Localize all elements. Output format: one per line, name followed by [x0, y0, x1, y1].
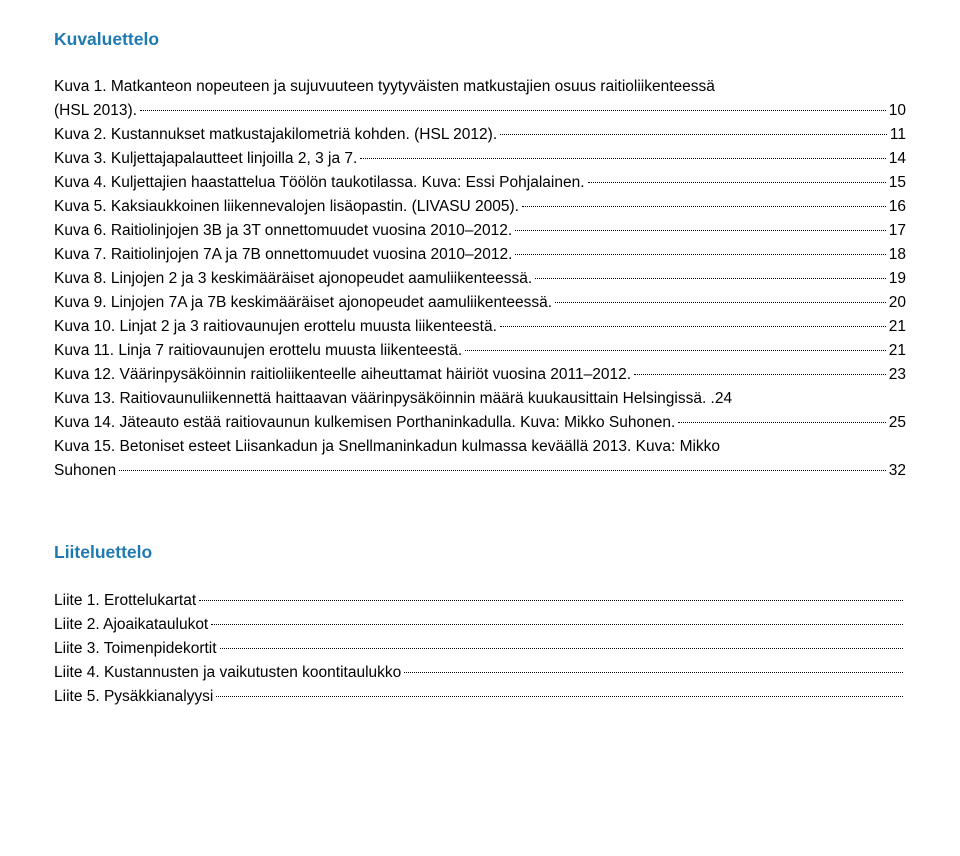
attachments-list: Liite 1. ErottelukartatLiite 2. Ajoaikat… — [54, 589, 906, 709]
figure-entry-page: 10 — [889, 99, 906, 123]
figure-entry-page: 19 — [889, 267, 906, 291]
attachment-entry-text: Liite 4. Kustannusten ja vaikutusten koo… — [54, 661, 401, 685]
figure-entry-text: Kuva 7. Raitiolinjojen 7A ja 7B onnettom… — [54, 243, 512, 267]
leader-dots — [588, 182, 886, 183]
figure-entry: Kuva 6. Raitiolinjojen 3B ja 3T onnettom… — [54, 219, 906, 243]
figure-entry-text: Kuva 4. Kuljettajien haastattelua Töölön… — [54, 171, 585, 195]
figure-entry-text: Kuva 10. Linjat 2 ja 3 raitiovaunujen er… — [54, 315, 497, 339]
figure-entry-page: 17 — [889, 219, 906, 243]
figure-entry: Kuva 12. Väärinpysäköinnin raitioliikent… — [54, 363, 906, 387]
figure-entry-text: Kuva 8. Linjojen 2 ja 3 keskimääräiset a… — [54, 267, 532, 291]
figure-entry: Kuva 13. Raitiovaunuliikennettä haittaav… — [54, 387, 906, 411]
leader-dots — [678, 422, 886, 423]
figure-entry-text: Kuva 1. Matkanteon nopeuteen ja sujuvuut… — [54, 75, 715, 99]
figure-entry-page: 23 — [889, 363, 906, 387]
figure-entry-text: Kuva 6. Raitiolinjojen 3B ja 3T onnettom… — [54, 219, 512, 243]
figure-entry: Kuva 14. Jäteauto estää raitiovaunun kul… — [54, 411, 906, 435]
figure-entry-page: 32 — [889, 459, 906, 483]
leader-dots — [555, 302, 886, 303]
attachment-entry: Liite 1. Erottelukartat — [54, 589, 906, 613]
figure-entry-text: Kuva 11. Linja 7 raitiovaunujen erottelu… — [54, 339, 462, 363]
figure-entry-text: (HSL 2013). — [54, 99, 137, 123]
figure-entry-page: 21 — [889, 315, 906, 339]
figure-entry: Kuva 11. Linja 7 raitiovaunujen erottelu… — [54, 339, 906, 363]
figure-entry: Kuva 2. Kustannukset matkustajakilometri… — [54, 123, 906, 147]
leader-dots — [199, 600, 903, 601]
figure-entry-text: Kuva 2. Kustannukset matkustajakilometri… — [54, 123, 497, 147]
figure-entry: Kuva 1. Matkanteon nopeuteen ja sujuvuut… — [54, 75, 906, 99]
leader-dots — [522, 206, 886, 207]
figure-entry: Kuva 8. Linjojen 2 ja 3 keskimääräiset a… — [54, 267, 906, 291]
figure-entry-continuation: (HSL 2013). 10 — [54, 99, 906, 123]
leader-dots — [119, 470, 886, 471]
leader-dots — [465, 350, 886, 351]
figure-entry-page: 20 — [889, 291, 906, 315]
figures-list: Kuva 1. Matkanteon nopeuteen ja sujuvuut… — [54, 75, 906, 483]
figure-entry-text: Kuva 5. Kaksiaukkoinen liikennevalojen l… — [54, 195, 519, 219]
leader-dots — [500, 326, 886, 327]
attachment-entry-text: Liite 3. Toimenpidekortit — [54, 637, 217, 661]
attachment-entry: Liite 5. Pysäkkianalyysi — [54, 685, 906, 709]
leader-dots — [535, 278, 886, 279]
figure-entry-page: 11 — [890, 123, 906, 147]
leader-dots — [404, 672, 903, 673]
leader-dots — [220, 648, 903, 649]
section-gap — [54, 483, 906, 539]
attachment-entry-text: Liite 1. Erottelukartat — [54, 589, 196, 613]
figure-entry: Kuva 7. Raitiolinjojen 7A ja 7B onnettom… — [54, 243, 906, 267]
attachment-entry-text: Liite 2. Ajoaikataulukot — [54, 613, 208, 637]
figures-heading: Kuvaluettelo — [54, 26, 906, 53]
leader-dots — [140, 110, 886, 111]
figure-entry-continuation: Suhonen 32 — [54, 459, 906, 483]
figure-entry: Kuva 9. Linjojen 7A ja 7B keskimääräiset… — [54, 291, 906, 315]
figure-entry-text: Kuva 15. Betoniset esteet Liisankadun ja… — [54, 435, 720, 459]
figure-entry-page: 15 — [889, 171, 906, 195]
attachment-entry: Liite 4. Kustannusten ja vaikutusten koo… — [54, 661, 906, 685]
figure-entry: Kuva 15. Betoniset esteet Liisankadun ja… — [54, 435, 906, 459]
figure-entry-page: 18 — [889, 243, 906, 267]
leader-dots — [515, 254, 885, 255]
attachment-entry-text: Liite 5. Pysäkkianalyysi — [54, 685, 213, 709]
leader-dots — [360, 158, 885, 159]
leader-dots — [211, 624, 903, 625]
figure-entry-page: 21 — [889, 339, 906, 363]
figure-entry-text: Suhonen — [54, 459, 116, 483]
attachments-heading: Liiteluettelo — [54, 539, 906, 566]
figure-entry-text: Kuva 13. Raitiovaunuliikennettä haittaav… — [54, 387, 715, 411]
figure-entry-page: 16 — [889, 195, 906, 219]
figure-entry-text: Kuva 12. Väärinpysäköinnin raitioliikent… — [54, 363, 631, 387]
attachment-entry: Liite 3. Toimenpidekortit — [54, 637, 906, 661]
attachment-entry: Liite 2. Ajoaikataulukot — [54, 613, 906, 637]
figure-entry-text: Kuva 9. Linjojen 7A ja 7B keskimääräiset… — [54, 291, 552, 315]
leader-dots — [216, 696, 903, 697]
figure-entry-text: Kuva 14. Jäteauto estää raitiovaunun kul… — [54, 411, 675, 435]
leader-dots — [634, 374, 886, 375]
figure-entry: Kuva 3. Kuljettajapalautteet linjoilla 2… — [54, 147, 906, 171]
figure-entry: Kuva 5. Kaksiaukkoinen liikennevalojen l… — [54, 195, 906, 219]
figure-entry: Kuva 10. Linjat 2 ja 3 raitiovaunujen er… — [54, 315, 906, 339]
figure-entry-text: Kuva 3. Kuljettajapalautteet linjoilla 2… — [54, 147, 357, 171]
figure-entry-page: 24 — [715, 387, 732, 411]
figure-entry-page: 14 — [889, 147, 906, 171]
figure-entry: Kuva 4. Kuljettajien haastattelua Töölön… — [54, 171, 906, 195]
leader-dots — [500, 134, 887, 135]
figure-entry-page: 25 — [889, 411, 906, 435]
leader-dots — [515, 230, 886, 231]
